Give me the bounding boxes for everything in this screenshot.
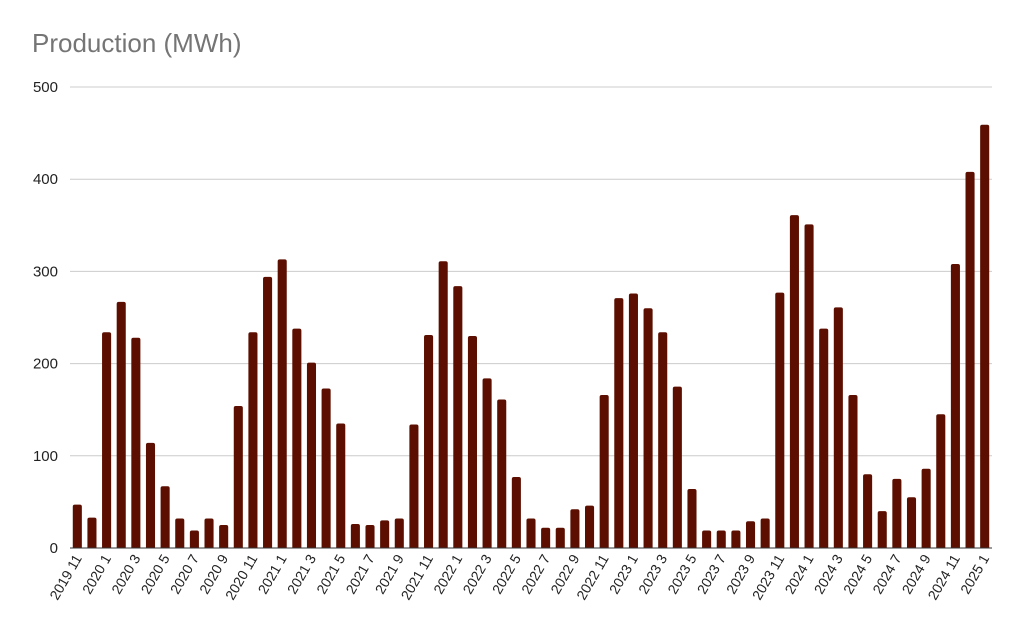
bar xyxy=(292,328,302,548)
bar xyxy=(189,530,199,548)
bar xyxy=(775,292,785,548)
bar xyxy=(892,478,902,548)
bar xyxy=(409,424,419,548)
bar xyxy=(511,477,521,548)
bar xyxy=(965,171,975,548)
bar xyxy=(482,378,492,548)
bar xyxy=(848,394,858,548)
bar xyxy=(731,530,741,548)
bar xyxy=(453,286,463,548)
x-tick-label: 2025 1 xyxy=(957,551,992,596)
bar xyxy=(424,335,434,548)
y-tick-label: 300 xyxy=(33,263,58,280)
bar xyxy=(687,488,697,548)
bar xyxy=(102,332,112,548)
x-tick-label: 2019 11 xyxy=(46,551,85,602)
bar xyxy=(233,406,243,548)
y-tick-label: 200 xyxy=(33,356,58,373)
bar xyxy=(745,521,756,548)
bar xyxy=(145,442,156,548)
bar xyxy=(204,518,214,548)
y-tick-label: 400 xyxy=(33,171,58,188)
y-tick-label: 500 xyxy=(33,79,58,96)
bar xyxy=(394,518,404,548)
bar xyxy=(804,224,814,549)
bar xyxy=(936,414,946,548)
bar xyxy=(570,509,580,548)
bar xyxy=(541,527,551,548)
bar xyxy=(526,518,536,548)
bar xyxy=(365,524,375,548)
bar xyxy=(819,328,829,548)
bar xyxy=(380,520,390,548)
bar xyxy=(248,332,258,548)
bar xyxy=(877,511,887,548)
bar xyxy=(72,504,82,548)
bar xyxy=(906,497,917,548)
bar xyxy=(789,215,799,548)
bar xyxy=(321,388,331,548)
bar xyxy=(863,474,873,548)
bar xyxy=(116,301,126,548)
bar xyxy=(614,298,624,548)
bar xyxy=(306,362,317,548)
bar xyxy=(921,468,931,548)
bar xyxy=(219,524,229,548)
bar xyxy=(658,332,668,548)
bar xyxy=(438,261,448,548)
bar xyxy=(702,530,712,548)
bar xyxy=(760,518,770,548)
bar xyxy=(585,505,595,548)
chart-title: Production (MWh) xyxy=(32,28,242,58)
y-tick-label: 0 xyxy=(50,540,58,557)
bar xyxy=(277,259,287,548)
bar xyxy=(350,524,360,548)
bar xyxy=(833,307,843,548)
bar xyxy=(160,486,170,548)
bar xyxy=(716,530,726,548)
bar xyxy=(497,399,507,548)
y-axis-tick-labels: 0 100 200 300 400 500 xyxy=(33,79,58,557)
bar xyxy=(555,527,565,548)
bar xyxy=(263,276,273,548)
bar xyxy=(599,394,609,548)
bar xyxy=(87,517,97,548)
bar xyxy=(467,335,477,548)
bar xyxy=(131,337,141,548)
bars xyxy=(72,124,990,549)
bar xyxy=(336,423,346,548)
bar xyxy=(628,293,638,548)
y-tick-label: 100 xyxy=(33,448,58,465)
bar xyxy=(980,124,990,548)
bar xyxy=(672,386,682,548)
bar xyxy=(950,264,960,548)
bar xyxy=(175,518,185,548)
bar xyxy=(643,308,653,548)
